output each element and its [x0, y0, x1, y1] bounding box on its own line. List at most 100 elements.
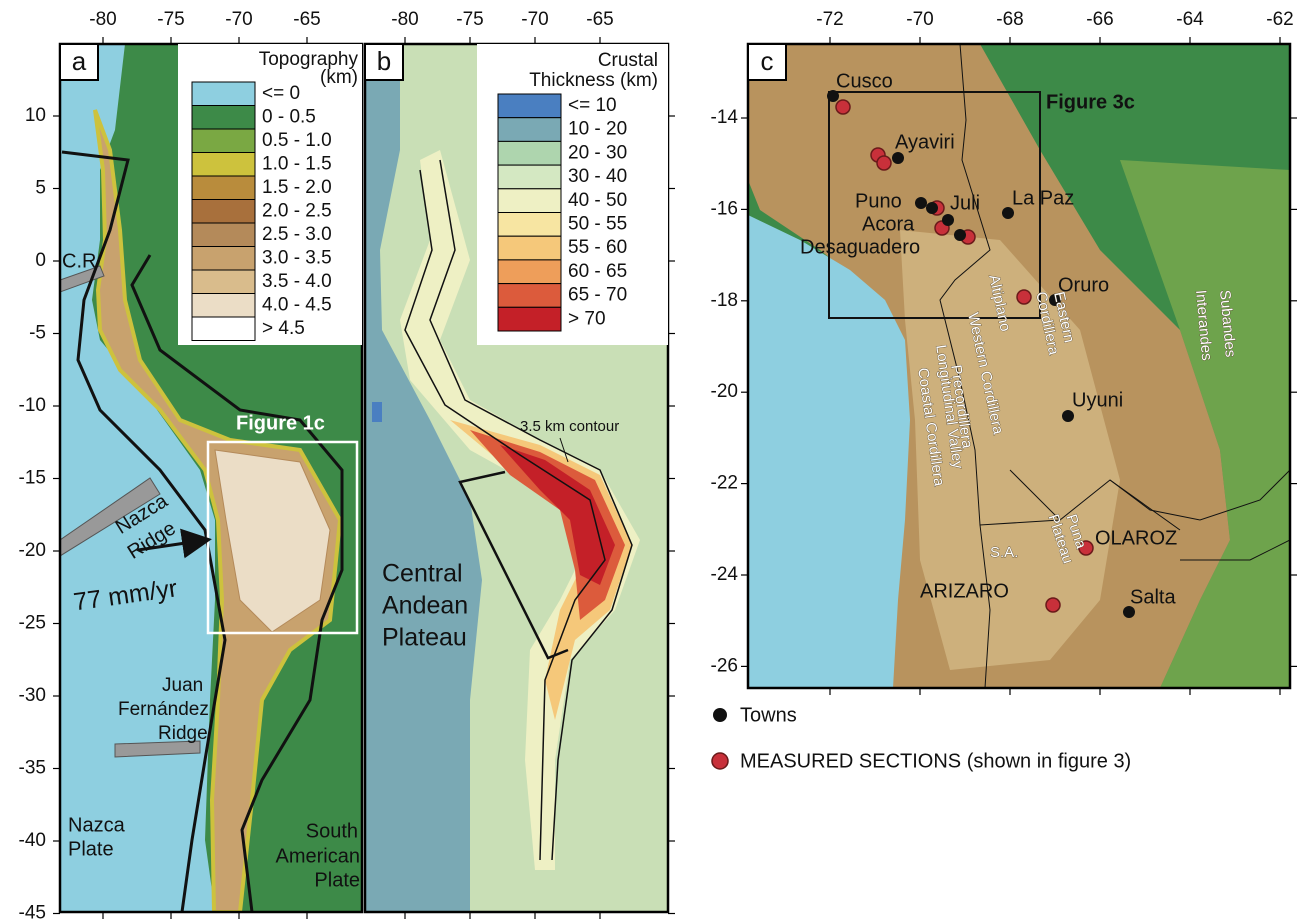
y-tick-label: -35 [19, 758, 46, 779]
legend-swatch [192, 153, 255, 177]
town-label: Cusco [836, 70, 893, 92]
y-tick-label: 5 [35, 178, 46, 199]
x-tick-label: -80 [391, 9, 418, 30]
legend-label: MEASURED SECTIONS (shown in figure 3) [740, 750, 1131, 772]
legend-label: > 4.5 [262, 318, 305, 339]
x-tick-label: -62 [1266, 9, 1293, 30]
town-label: Ayaviri [895, 131, 955, 153]
map-annotation: Plate [314, 869, 360, 891]
town-marker [954, 229, 966, 241]
legend-swatch [192, 294, 255, 318]
legend-swatch [498, 260, 561, 284]
legend-swatch [498, 165, 561, 189]
legend-label: 1.0 - 1.5 [262, 154, 332, 175]
map-annotation: Ridge [158, 723, 208, 744]
legend-swatch [498, 118, 561, 142]
legend-label: > 70 [568, 308, 606, 329]
legend-marker [712, 753, 728, 769]
map-annotation: Andean [382, 592, 468, 620]
y-tick-label: -16 [711, 198, 738, 219]
x-tick-label: -75 [157, 9, 184, 30]
map-annotation: Plateau [382, 624, 467, 652]
town-marker [942, 214, 954, 226]
y-tick-label: -22 [711, 473, 738, 494]
legend-label: 0.5 - 1.0 [262, 130, 332, 151]
legend-label: 3.0 - 3.5 [262, 248, 332, 269]
legend-swatch [192, 106, 255, 130]
legend-label: 2.0 - 2.5 [262, 201, 332, 222]
legend-swatch [192, 270, 255, 294]
legend-swatch [498, 284, 561, 308]
y-tick-label: -5 [29, 323, 46, 344]
legend-unit: Thickness (km) [529, 70, 658, 91]
legend-label: 55 - 60 [568, 237, 627, 258]
legend-label: 20 - 30 [568, 142, 627, 163]
legend-label: 4.0 - 4.5 [262, 295, 332, 316]
legend-swatch [192, 176, 255, 200]
box-label: Figure 3c [1046, 91, 1135, 113]
x-tick-label: -75 [456, 9, 483, 30]
panel-label: b [377, 46, 391, 76]
measured-section-marker [877, 156, 891, 170]
y-tick-label: -24 [711, 564, 739, 585]
legend-swatch [498, 141, 561, 165]
figure: abc-80-75-70-651050-5-10-15-20-25-30-35-… [0, 0, 1312, 922]
legend-swatch [498, 307, 561, 331]
legend-label: Towns [740, 704, 797, 726]
town-label: Uyuni [1072, 389, 1123, 411]
x-tick-label: -70 [906, 9, 933, 30]
legend-swatch [192, 200, 255, 224]
map-annotation: Figure 1c [236, 412, 325, 434]
town-marker [892, 152, 904, 164]
y-tick-label: -14 [711, 107, 739, 128]
y-tick-label: -30 [19, 685, 46, 706]
legend-label: 3.5 - 4.0 [262, 271, 332, 292]
legend-label: 50 - 55 [568, 214, 627, 235]
topography-detail-map [748, 44, 1290, 688]
y-tick-label: -25 [19, 613, 46, 634]
town-label: Juli [950, 192, 980, 214]
legend-label: 0 - 0.5 [262, 107, 316, 128]
y-tick-label: 0 [35, 250, 46, 271]
legend-label: 65 - 70 [568, 285, 627, 306]
legend-label: 30 - 40 [568, 166, 627, 187]
town-label: La Paz [1012, 187, 1074, 209]
legend-swatch [192, 247, 255, 271]
x-tick-label: -70 [521, 9, 548, 30]
legend-unit: (km) [320, 67, 358, 88]
map-annotation: American [276, 845, 360, 867]
map-annotation: Plate [68, 838, 114, 860]
town-marker [1062, 410, 1074, 422]
legend-swatch [498, 94, 561, 118]
legend-label: 10 - 20 [568, 119, 627, 140]
x-tick-label: -70 [225, 9, 252, 30]
y-tick-label: 10 [25, 105, 46, 126]
x-tick-label: -66 [1086, 9, 1113, 30]
legend-label: 60 - 65 [568, 261, 627, 282]
legend-label: <= 10 [568, 95, 617, 116]
legend-title: Crustal [598, 50, 658, 71]
y-tick-label: -18 [711, 290, 738, 311]
map-annotation: 3.5 km contour [520, 418, 619, 435]
measured-section-marker [1046, 598, 1060, 612]
y-tick-label: -15 [19, 468, 46, 489]
map-annotation: Central [382, 560, 463, 588]
x-tick-label: -68 [996, 9, 1023, 30]
y-tick-label: -45 [19, 903, 46, 922]
map-annotation: Juan [162, 675, 203, 696]
panel-label: a [72, 46, 87, 76]
region-label: S.A. [990, 544, 1018, 561]
legend-swatch [192, 129, 255, 153]
legend-swatch [498, 213, 561, 237]
legend-swatch [498, 189, 561, 213]
measured-section-marker [836, 100, 850, 114]
x-tick-label: -65 [293, 9, 320, 30]
town-label: Acora [862, 213, 915, 235]
x-tick-label: -80 [89, 9, 116, 30]
legend-label: 2.5 - 3.0 [262, 224, 332, 245]
panel-label: c [761, 46, 774, 76]
legend-swatch [192, 82, 255, 106]
section-label: OLAROZ [1095, 527, 1177, 549]
x-tick-label: -65 [586, 9, 613, 30]
town-marker [926, 202, 938, 214]
